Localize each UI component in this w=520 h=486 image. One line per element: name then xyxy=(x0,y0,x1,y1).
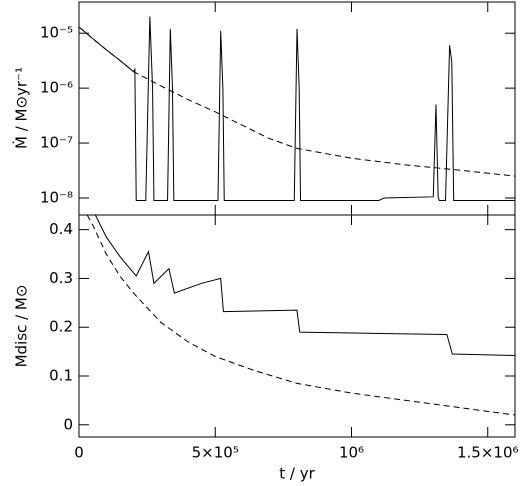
y-tick-label: 0 xyxy=(63,415,73,433)
series-line xyxy=(79,26,515,177)
y-tick-label: 0.3 xyxy=(49,269,73,287)
y-tick-label: 10⁻⁵ xyxy=(40,24,73,42)
x-axis-label: t / yr xyxy=(279,465,315,483)
x-tick-label: 10⁶ xyxy=(339,444,364,462)
bottom-panel-frame xyxy=(78,214,516,438)
series-line xyxy=(86,215,515,416)
x-tick-label: 1.5×10⁶ xyxy=(457,444,519,462)
y-tick-label: 0.1 xyxy=(49,367,73,385)
y-tick-label: 0.2 xyxy=(49,318,73,336)
y-axis-label: Ṁ / M⊙yr⁻¹ xyxy=(12,67,31,149)
y-tick-label: 10⁻⁸ xyxy=(40,188,73,206)
y-tick-label: 10⁻⁷ xyxy=(40,134,73,152)
y-axis-label: Mdisc / M⊙ xyxy=(13,285,31,368)
y-tick-label: 10⁻⁶ xyxy=(40,79,73,97)
series-line xyxy=(94,215,515,357)
x-tick-label: 5×10⁵ xyxy=(192,444,239,462)
x-tick-label: 0 xyxy=(74,444,84,462)
series-line xyxy=(79,16,515,201)
y-tick-label: 0.4 xyxy=(49,220,73,238)
